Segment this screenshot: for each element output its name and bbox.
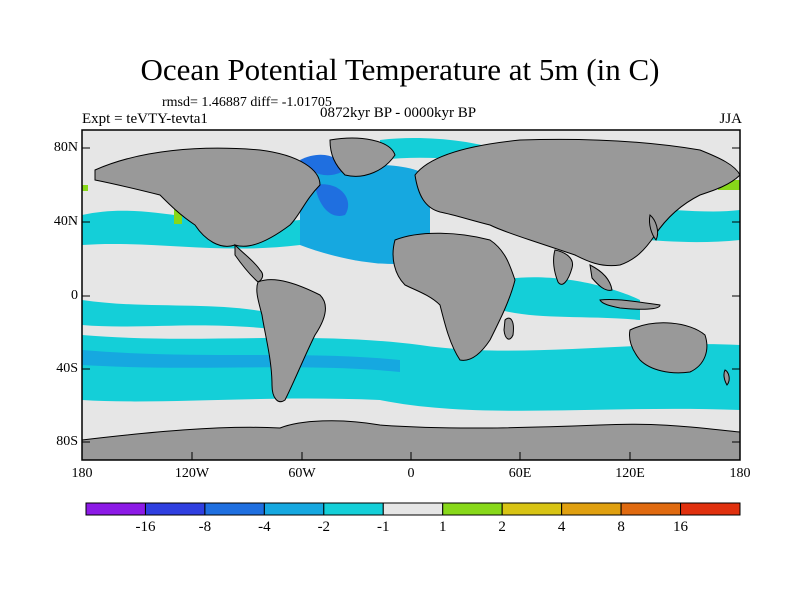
land-south-america (256, 279, 326, 403)
lon-label-120e: 120E (615, 466, 645, 481)
colorbar-label: -2 (317, 519, 331, 535)
colorbar-swatch (680, 502, 741, 516)
anomaly-band-southern-ocean-2 (82, 350, 400, 372)
lon-label-60w: 60W (288, 466, 316, 481)
period-text: 0872kyr BP - 0000kyr BP (320, 105, 477, 121)
colorbar-swatch (144, 502, 206, 516)
colorbar-label: 4 (557, 519, 566, 535)
land-africa (392, 232, 516, 361)
colorbar-label: 1 (438, 519, 447, 535)
land-north-america (94, 147, 321, 247)
colorbar-swatch (561, 502, 622, 516)
land (81, 137, 741, 461)
colorbar-swatch (85, 502, 146, 516)
colorbar-label: 16 (673, 519, 689, 535)
land-australia (629, 322, 708, 374)
land-greenland (329, 137, 396, 177)
colorbar-swatch (620, 502, 682, 516)
lon-label-180e: 180 (729, 466, 751, 481)
stats-text: rmsd= 1.46887 diff= -1.01705 (162, 95, 332, 110)
colorbar-label: -8 (198, 519, 212, 535)
warm-patch-2 (718, 180, 740, 190)
season-text: JJA (719, 111, 742, 127)
anomaly-north-atlantic-deep (315, 184, 349, 216)
lat-label-40n: 40N (53, 214, 78, 229)
experiment-text: Expt = teVTY-tevta1 (82, 111, 208, 127)
lat-label-80n: 80N (53, 140, 78, 155)
colorbar-swatch (263, 502, 325, 516)
land-japan (649, 214, 659, 241)
land-indonesia (599, 299, 661, 310)
land-madagascar (503, 317, 514, 340)
colorbar-label: 2 (498, 519, 506, 535)
warm-patch-3 (82, 185, 88, 191)
lon-label-180w: 180 (71, 466, 93, 481)
anomaly-band-southern-ocean (82, 335, 740, 411)
colorbar-swatch (501, 502, 563, 516)
colorbar-swatch (323, 502, 384, 516)
colorbar-swatch (382, 502, 444, 516)
colorbar-swatch (204, 502, 265, 516)
land-antarctica (81, 420, 741, 461)
colorbar-label: -4 (258, 519, 271, 535)
lon-label-0: 0 (407, 466, 415, 481)
lat-label-80s: 80S (56, 434, 78, 449)
anomaly-band-tropical-pacific (82, 300, 280, 330)
land-central-america (234, 243, 264, 283)
map-title: Ocean Potential Temperature at 5m (in C) (140, 52, 660, 87)
land-india (553, 249, 574, 285)
land-se-asia (589, 264, 613, 291)
colorbar (85, 502, 741, 516)
colorbar-label: -1 (377, 519, 390, 535)
land-new-zealand (723, 369, 730, 386)
lat-label-0: 0 (71, 288, 78, 303)
lon-label-120w: 120W (174, 466, 210, 481)
colorbar-label: -16 (135, 519, 156, 535)
lon-label-60e: 60E (508, 466, 532, 481)
warm-patch-1 (174, 206, 182, 224)
axis-ticks (81, 147, 741, 460)
colorbar-swatch (442, 502, 503, 516)
lat-label-40s: 40S (56, 361, 78, 376)
colorbar-label: 8 (617, 519, 625, 535)
